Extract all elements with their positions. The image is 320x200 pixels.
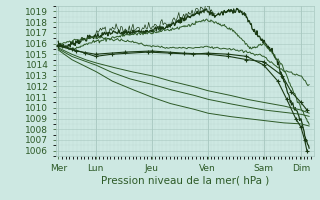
X-axis label: Pression niveau de la mer( hPa ): Pression niveau de la mer( hPa ) [101,175,269,185]
